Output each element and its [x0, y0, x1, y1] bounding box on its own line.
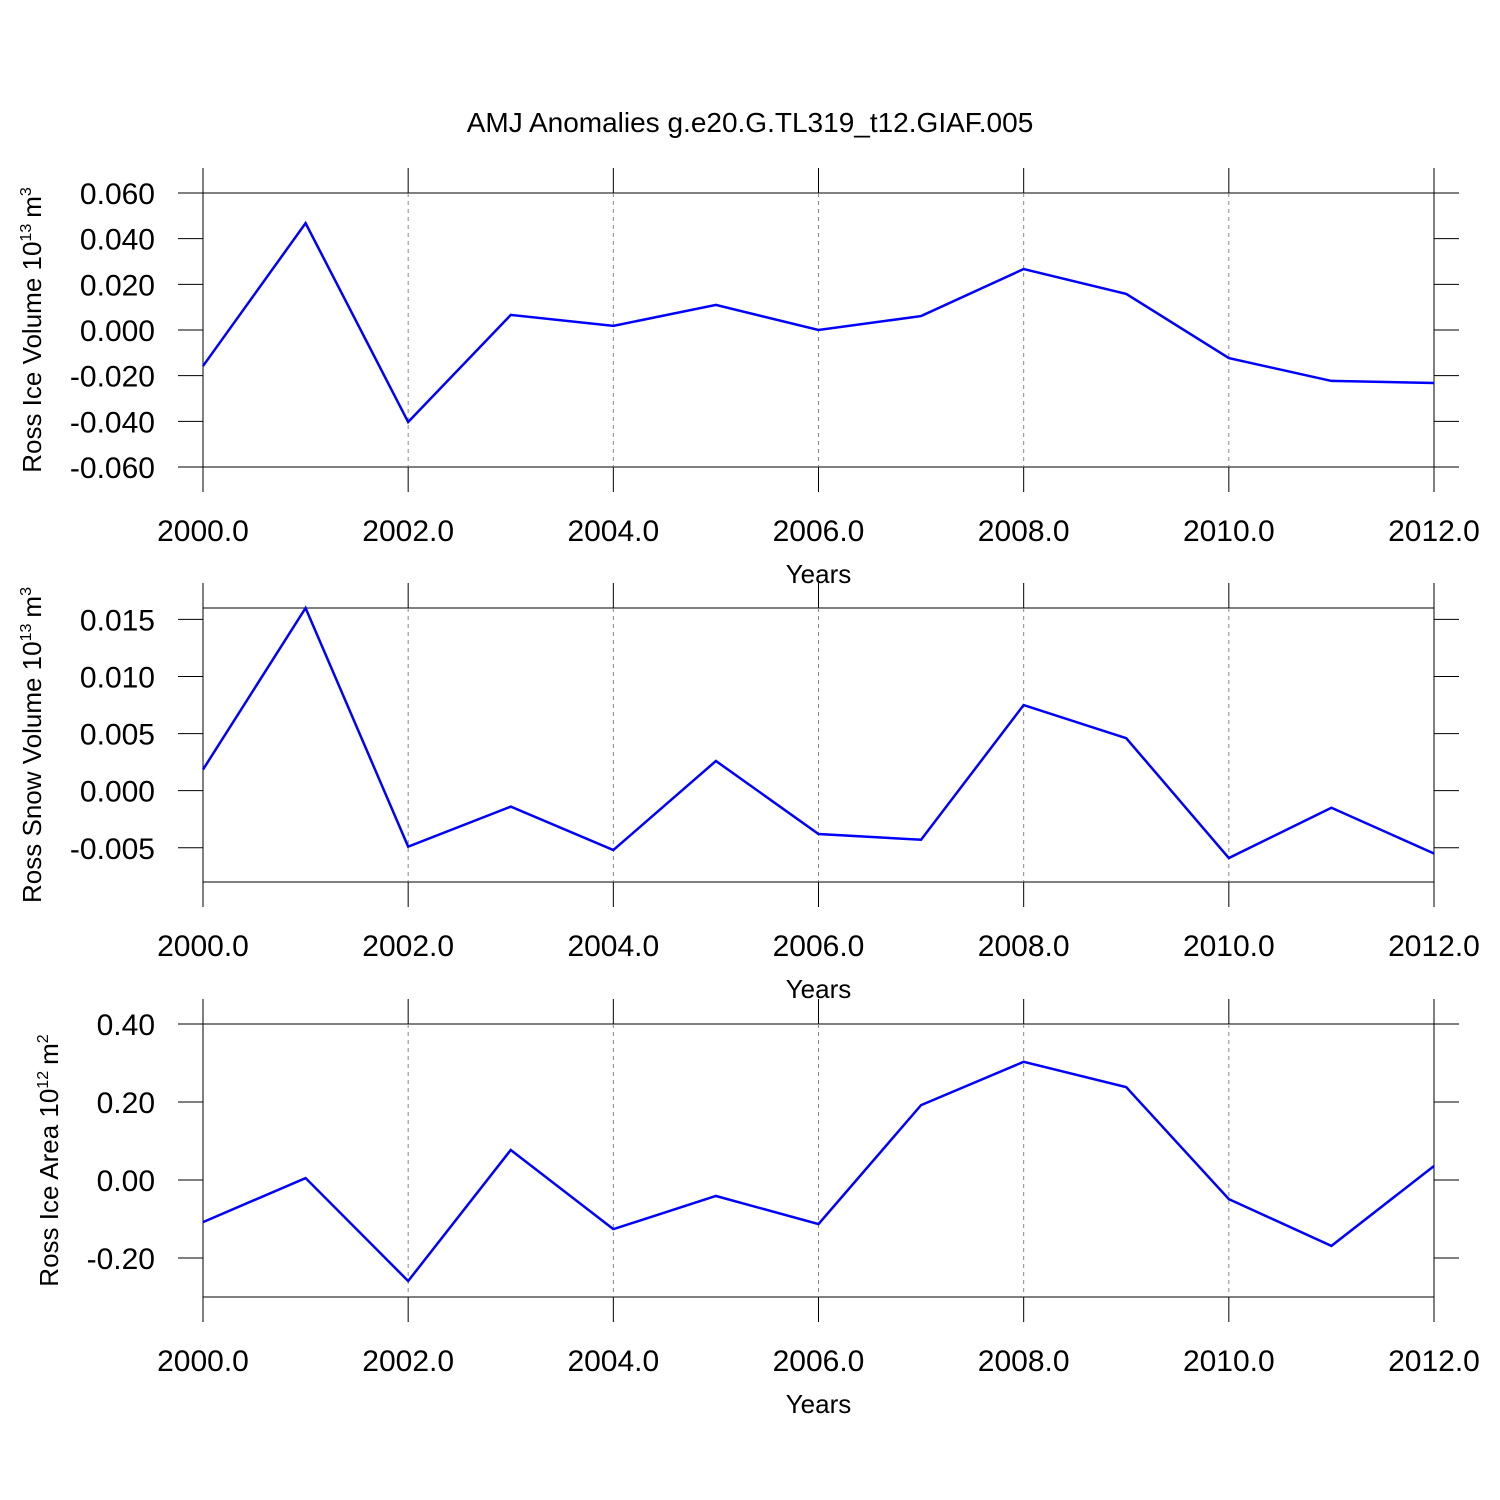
x-tick-label: 2002.0: [362, 515, 454, 548]
y-tick-label: 0.000: [80, 315, 155, 348]
x-tick-label: 2006.0: [773, 515, 865, 548]
x-tick-label: 2006.0: [773, 930, 865, 963]
y-tick-label: 0.060: [80, 178, 155, 211]
y-axis-label-part: Ross Ice Area 10: [34, 1089, 64, 1287]
data-line: [201, 220, 1435, 425]
y-tick-label: -0.040: [70, 406, 155, 439]
x-tick-label: 2006.0: [773, 1345, 865, 1378]
x-tick-label: 2000.0: [157, 515, 249, 548]
x-tick-label: 2004.0: [567, 515, 659, 548]
y-axis-label-part: Ross Snow Volume 10: [17, 641, 47, 903]
data-line: [202, 1060, 1435, 1283]
x-tick-label: 2008.0: [978, 515, 1070, 548]
x-tick-label: 2010.0: [1183, 930, 1275, 963]
x-tick-label: 2010.0: [1183, 515, 1275, 548]
x-tick-label: 2004.0: [567, 930, 659, 963]
y-axis-label-superscript: 12: [35, 1071, 52, 1089]
y-tick-label: 0.20: [97, 1087, 155, 1120]
x-tick-label: 2000.0: [157, 1345, 249, 1378]
y-axis-label-superscript: 3: [18, 187, 35, 196]
chart-title: AMJ Anomalies g.e20.G.TL319_t12.GIAF.005: [467, 107, 1034, 138]
x-tick-label: 2002.0: [362, 930, 454, 963]
y-tick-label: 0.40: [97, 1009, 155, 1042]
y-axis-label-superscript: 13: [18, 623, 35, 641]
y-tick-label: 0.005: [80, 719, 155, 752]
y-axis-label: Ross Snow Volume 1013 m3: [17, 587, 47, 903]
y-tick-label: 0.040: [80, 224, 155, 257]
x-tick-label: 2000.0: [157, 930, 249, 963]
y-axis-label-part: m: [17, 196, 47, 218]
x-tick-label: 2002.0: [362, 1345, 454, 1378]
y-tick-label: 0.00: [97, 1165, 155, 1198]
y-axis-label-superscript: 13: [18, 224, 35, 242]
y-axis-label: Ross Ice Volume 1013 m3: [17, 187, 47, 473]
y-tick-label: -0.20: [87, 1243, 155, 1276]
x-tick-label: 2010.0: [1183, 1345, 1275, 1378]
y-axis-label-superscript: 2: [35, 1034, 52, 1043]
y-axis-label-part: m: [34, 1043, 64, 1065]
x-axis-label: Years: [786, 1389, 852, 1419]
y-tick-label: 0.000: [80, 776, 155, 809]
data-line: [201, 605, 1435, 860]
y-axis-label: Ross Ice Area 1012 m2: [34, 1034, 64, 1286]
y-tick-label: 0.015: [80, 604, 155, 637]
y-tick-label: -0.060: [70, 452, 155, 485]
y-axis-label-superscript: 3: [18, 587, 35, 596]
y-tick-label: -0.020: [70, 361, 155, 394]
y-tick-label: 0.020: [80, 269, 155, 302]
x-tick-label: 2012.0: [1388, 1345, 1480, 1378]
y-tick-label: 0.010: [80, 662, 155, 695]
x-tick-label: 2012.0: [1388, 515, 1480, 548]
y-tick-label: -0.005: [70, 833, 155, 866]
x-tick-label: 2008.0: [978, 1345, 1070, 1378]
y-axis-label-part: m: [17, 596, 47, 618]
y-axis-label-part: Ross Ice Volume 10: [17, 242, 47, 473]
x-tick-label: 2012.0: [1388, 930, 1480, 963]
x-tick-label: 2004.0: [567, 1345, 659, 1378]
x-tick-label: 2008.0: [978, 930, 1070, 963]
